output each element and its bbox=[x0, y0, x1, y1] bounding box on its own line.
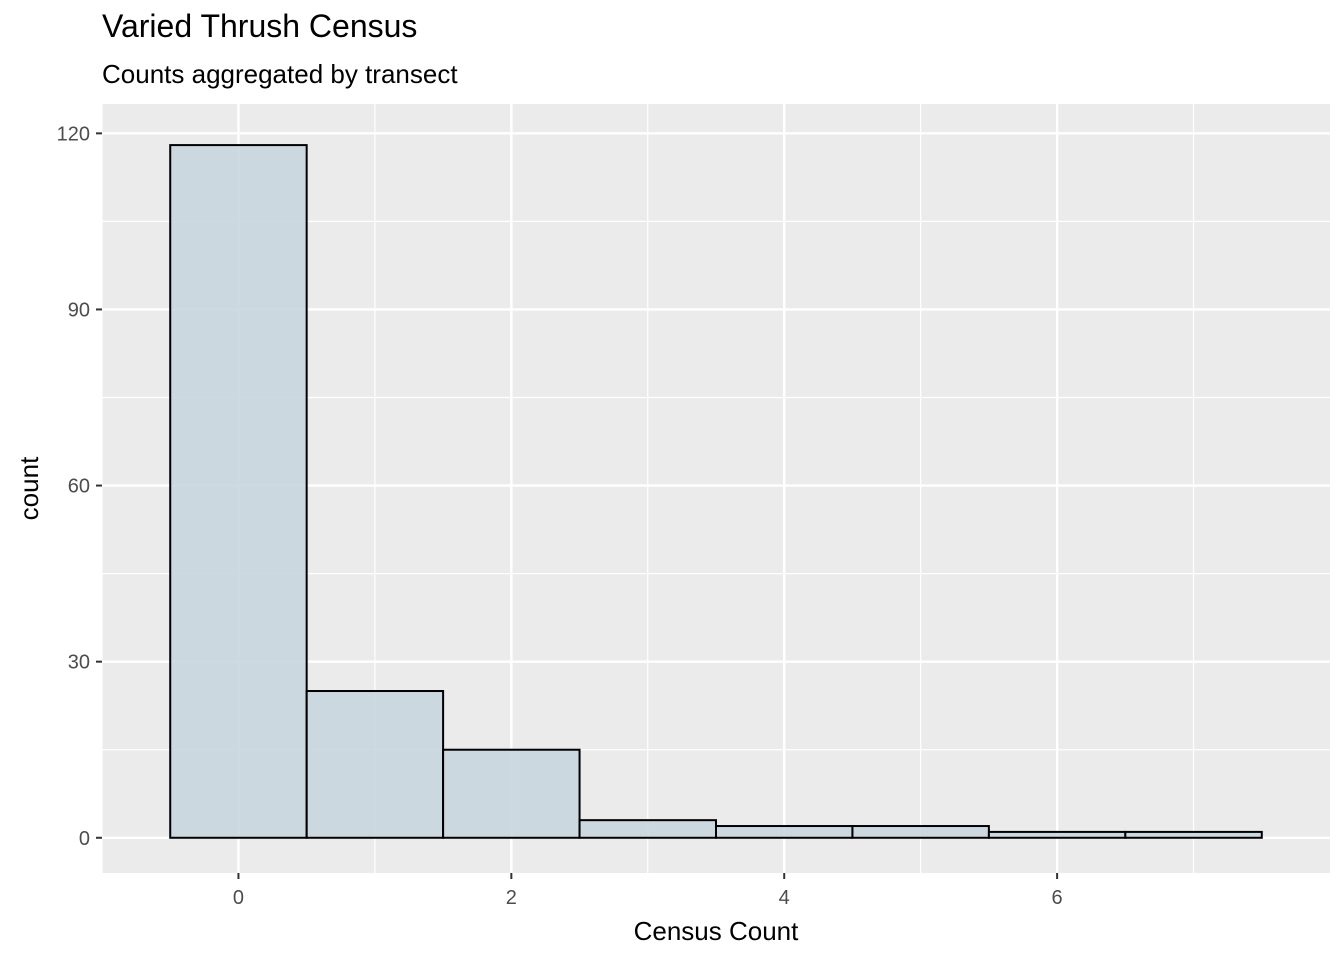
histogram-bar bbox=[442, 748, 581, 839]
histogram-bar bbox=[1124, 830, 1263, 839]
bars bbox=[169, 144, 1263, 839]
chart-subtitle: Counts aggregated by transect bbox=[102, 59, 458, 89]
y-tick-label: 60 bbox=[68, 476, 90, 498]
histogram-bar bbox=[987, 830, 1127, 839]
y-tick-label: 90 bbox=[68, 299, 90, 321]
y-tick-label: 0 bbox=[79, 828, 90, 850]
y-tick-label: 30 bbox=[68, 652, 90, 674]
x-tick-label: 4 bbox=[779, 887, 790, 909]
x-tick-label: 0 bbox=[233, 887, 244, 909]
histogram-bar bbox=[715, 825, 854, 839]
histogram-bar bbox=[851, 825, 990, 839]
chart-title: Varied Thrush Census bbox=[102, 8, 418, 44]
x-tick-label: 2 bbox=[506, 887, 517, 909]
histogram-bar bbox=[169, 144, 308, 839]
histogram-bar bbox=[305, 690, 445, 839]
x-tick-label: 6 bbox=[1052, 887, 1063, 909]
minor-gridlines bbox=[101, 104, 1330, 873]
histogram-bar bbox=[578, 819, 717, 839]
y-axis-label: count bbox=[14, 456, 44, 520]
y-tick-label: 120 bbox=[57, 123, 90, 145]
y-axis: 0 30 60 90 120 bbox=[57, 123, 102, 850]
x-axis: 0 2 4 6 bbox=[233, 873, 1063, 909]
x-axis-label: Census Count bbox=[634, 916, 800, 946]
